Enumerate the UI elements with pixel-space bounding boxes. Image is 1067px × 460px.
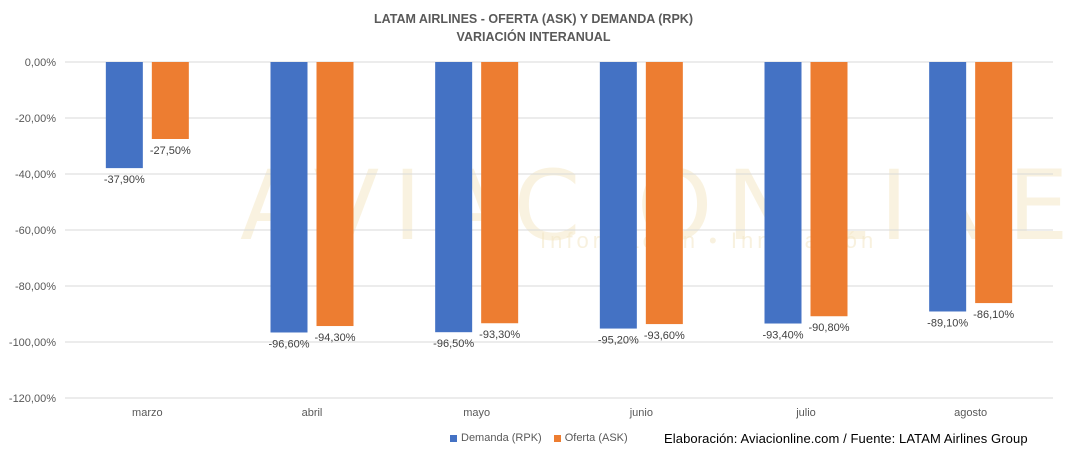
bar-demanda-julio	[764, 62, 802, 324]
data-label: -93,30%	[479, 329, 520, 341]
legend-swatch-demanda	[450, 434, 457, 442]
x-tick-label: marzo	[132, 407, 163, 419]
bar-oferta-mayo	[481, 62, 519, 324]
bar-oferta-agosto	[975, 62, 1013, 304]
source-credit: Elaboración: Aviacionline.com / Fuente: …	[664, 431, 1028, 446]
legend-item-oferta: Oferta (ASK)	[553, 432, 628, 444]
chart-title: LATAM AIRLINES - OFERTA (ASK) Y DEMANDA …	[374, 12, 693, 26]
data-label: -27,50%	[150, 145, 191, 157]
bar-demanda-agosto	[929, 62, 967, 312]
y-tick-label: -120,00%	[9, 393, 56, 405]
bar-demanda-abril	[270, 62, 308, 333]
data-label: -94,30%	[315, 332, 356, 344]
bar-demanda-marzo	[105, 62, 143, 169]
x-tick-label: junio	[629, 407, 653, 419]
y-tick-label: -40,00%	[15, 169, 56, 181]
chart-subtitle: VARIACIÓN INTERANUAL	[456, 30, 611, 44]
y-tick-label: -20,00%	[15, 113, 56, 125]
data-label: -96,60%	[269, 338, 310, 350]
bar-oferta-julio	[810, 62, 848, 317]
x-tick-label: abril	[302, 407, 323, 419]
data-label: -93,40%	[763, 330, 804, 342]
chart-title-block: LATAM AIRLINES - OFERTA (ASK) Y DEMANDA …	[0, 10, 1067, 46]
data-label: -93,60%	[644, 330, 685, 342]
x-tick-label: agosto	[954, 407, 987, 419]
bar-demanda-junio	[599, 62, 637, 329]
data-label: -95,20%	[598, 335, 639, 347]
x-tick-label: julio	[795, 407, 816, 419]
legend-label-demanda: Demanda (RPK)	[461, 432, 542, 444]
bar-oferta-junio	[645, 62, 683, 325]
y-tick-label: -80,00%	[15, 281, 56, 293]
data-label: -96,50%	[433, 338, 474, 350]
data-label: -37,90%	[104, 174, 145, 186]
bar-oferta-marzo	[151, 62, 189, 139]
data-label: -86,10%	[973, 309, 1014, 321]
y-tick-label: -100,00%	[9, 337, 56, 349]
x-tick-label: mayo	[463, 407, 490, 419]
legend-item-demanda: Demanda (RPK)	[450, 432, 542, 444]
y-tick-label: -60,00%	[15, 225, 56, 237]
bar-demanda-mayo	[435, 62, 473, 333]
data-label: -89,10%	[927, 317, 968, 329]
data-label: -90,80%	[809, 322, 850, 334]
chart-legend: Demanda (RPK) Oferta (ASK)	[450, 432, 640, 444]
y-tick-label: 0,00%	[25, 57, 56, 69]
bar-oferta-abril	[316, 62, 354, 327]
legend-label-oferta: Oferta (ASK)	[564, 432, 628, 444]
legend-swatch-oferta	[553, 434, 561, 442]
